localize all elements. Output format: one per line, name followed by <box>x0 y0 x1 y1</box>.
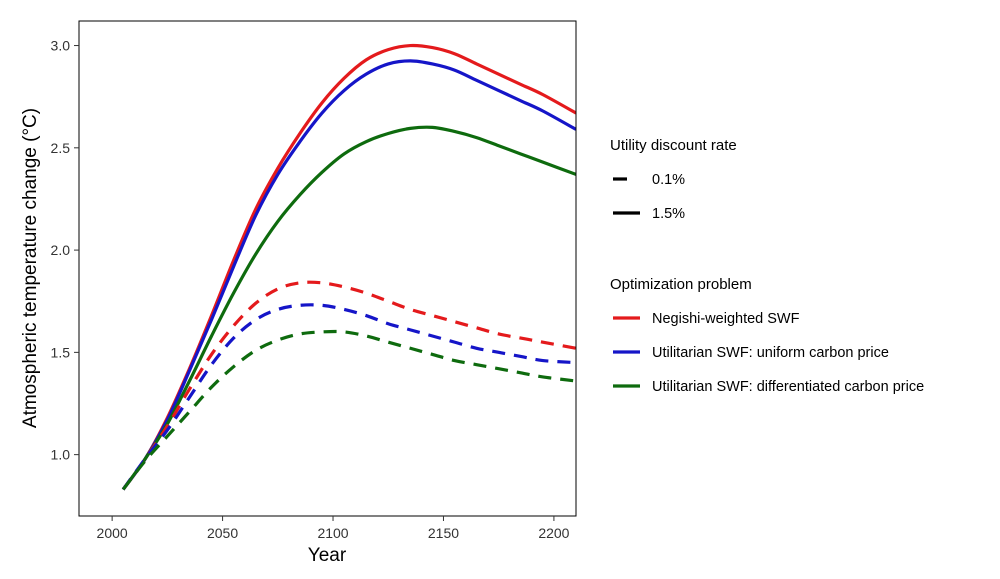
legend-label-problem-1: Negishi-weighted SWF <box>652 311 800 327</box>
x-tick-label: 2000 <box>97 525 128 541</box>
legend-label-problem-2: Utilitarian SWF: uniform carbon price <box>652 345 889 361</box>
series-layer <box>121 43 576 491</box>
y-axis: 1.0 1.5 2.0 2.5 3.0 <box>51 38 79 463</box>
series-line-negishi-weighted-swf-solid <box>121 43 576 491</box>
legend-label-dashed: 0.1% <box>652 172 685 188</box>
y-tick-label: 3.0 <box>51 38 71 54</box>
x-tick-label: 2200 <box>538 525 569 541</box>
series-line-negishi-weighted-swf-dashed <box>121 280 576 491</box>
x-tick-label: 2100 <box>317 525 348 541</box>
x-axis-title: Year <box>308 545 347 566</box>
legend: Utility discount rate 0.1% 1.5% Optimizatio… <box>610 137 924 395</box>
legend-title-optimization: Optimization problem <box>610 276 752 293</box>
x-tick-label: 2150 <box>428 525 459 541</box>
series-line-utilitarian-swf-differentiated-carbon-price-dashed <box>121 329 576 491</box>
y-tick-label: 1.0 <box>51 447 71 463</box>
legend-label-solid: 1.5% <box>652 206 685 222</box>
plot-frame <box>78 20 577 517</box>
x-tick-label: 2050 <box>207 525 238 541</box>
legend-title-discount-rate: Utility discount rate <box>610 137 737 154</box>
legend-label-problem-3: Utilitarian SWF: differentiated carbon p… <box>652 379 924 395</box>
series-line-utilitarian-swf-differentiated-carbon-price-solid <box>121 125 576 491</box>
series-line-utilitarian-swf-uniform-carbon-price-solid <box>121 59 576 491</box>
y-tick-label: 2.0 <box>51 242 71 258</box>
x-axis: 2000 2050 2100 2150 2200 <box>97 516 570 541</box>
y-tick-label: 1.5 <box>51 344 71 360</box>
y-axis-title: Atmospheric temperature change (°C) <box>20 108 41 428</box>
y-tick-label: 2.5 <box>51 140 71 156</box>
